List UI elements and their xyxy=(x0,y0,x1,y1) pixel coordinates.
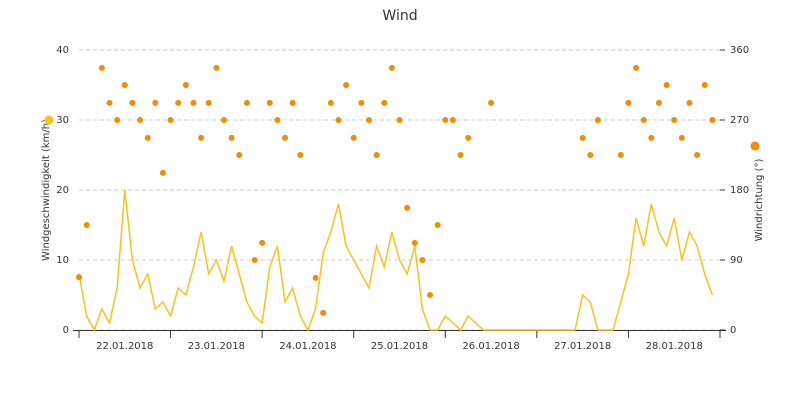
direction-point xyxy=(106,99,113,106)
direction-point xyxy=(259,239,266,246)
direction-point xyxy=(411,239,418,246)
y-tick-label: 20 xyxy=(56,185,69,196)
direction-point xyxy=(594,117,601,123)
direction-point xyxy=(129,99,136,106)
direction-point xyxy=(427,292,434,298)
y2-tick-label: 180 xyxy=(730,185,749,196)
direction-point xyxy=(579,134,586,141)
direction-point xyxy=(274,117,281,123)
x-tick-label: 28.01.2018 xyxy=(646,341,703,352)
direction-point xyxy=(205,99,212,106)
direction-point xyxy=(266,99,273,106)
y2-tick-label: 90 xyxy=(730,255,743,266)
direction-point xyxy=(251,257,258,263)
direction-point xyxy=(243,99,250,106)
direction-point xyxy=(152,99,159,106)
direction-point xyxy=(297,152,304,158)
direction-point xyxy=(289,99,296,106)
direction-point xyxy=(640,117,647,123)
x-tick-label: 25.01.2018 xyxy=(371,341,428,352)
direction-point xyxy=(419,257,426,263)
direction-point xyxy=(312,274,319,281)
direction-point xyxy=(396,117,403,123)
y2-tick-label: 0 xyxy=(730,325,736,336)
direction-point xyxy=(709,117,716,123)
chart-title: Wind xyxy=(382,8,417,24)
direction-point xyxy=(633,64,640,71)
direction-point xyxy=(220,117,227,123)
direction-point xyxy=(137,117,144,123)
direction-point xyxy=(381,99,388,106)
direction-point xyxy=(678,134,685,141)
x-tick-label: 22.01.2018 xyxy=(96,341,153,352)
direction-point xyxy=(701,82,708,88)
y-axis-label: Windgeschwindigkeit (km/h) xyxy=(41,119,52,261)
direction-point xyxy=(114,117,121,123)
legend-marker xyxy=(44,115,54,125)
y2-tick-label: 270 xyxy=(730,115,749,126)
direction-point xyxy=(671,117,678,123)
direction-point xyxy=(694,152,701,158)
direction-point xyxy=(358,99,365,106)
direction-point xyxy=(144,134,151,141)
direction-point xyxy=(655,99,662,106)
y-tick-label: 30 xyxy=(56,115,69,126)
direction-point xyxy=(98,64,105,71)
direction-point xyxy=(388,64,395,71)
y-tick-label: 10 xyxy=(56,255,69,266)
direction-point xyxy=(373,152,380,158)
direction-point xyxy=(343,82,350,88)
direction-point xyxy=(465,134,472,141)
direction-point xyxy=(236,152,243,158)
direction-point xyxy=(76,274,82,281)
direction-point xyxy=(159,169,166,176)
direction-point xyxy=(587,152,594,158)
direction-point xyxy=(625,99,632,106)
direction-point xyxy=(617,152,624,158)
direction-point xyxy=(83,222,90,228)
direction-point xyxy=(457,152,464,158)
direction-point xyxy=(167,117,174,123)
y-tick-label: 0 xyxy=(63,325,69,336)
direction-point xyxy=(686,99,693,106)
direction-point xyxy=(282,134,289,141)
direction-point xyxy=(488,99,495,106)
y-tick-label: 40 xyxy=(56,45,69,56)
direction-point xyxy=(434,222,441,228)
direction-point xyxy=(442,117,449,123)
direction-point xyxy=(404,204,411,211)
direction-point xyxy=(228,134,235,141)
direction-point xyxy=(663,82,670,88)
direction-point xyxy=(365,117,372,123)
direction-point xyxy=(327,99,334,106)
direction-point xyxy=(182,82,189,88)
direction-point xyxy=(121,82,128,88)
direction-point xyxy=(449,117,456,123)
x-tick-label: 23.01.2018 xyxy=(188,341,245,352)
direction-point xyxy=(648,134,655,141)
speed-line xyxy=(78,189,714,332)
direction-point xyxy=(198,134,205,141)
direction-point xyxy=(213,64,220,71)
x-tick-label: 24.01.2018 xyxy=(279,341,336,352)
y2-tick-label: 360 xyxy=(730,45,749,56)
direction-point xyxy=(350,134,357,141)
direction-point xyxy=(175,99,182,106)
direction-point xyxy=(320,309,327,316)
direction-point xyxy=(335,117,342,123)
x-tick-label: 27.01.2018 xyxy=(554,341,611,352)
x-tick-label: 26.01.2018 xyxy=(462,341,519,352)
direction-point xyxy=(190,99,197,106)
legend-marker xyxy=(750,141,760,151)
y2-axis-label: Windrichtung (°) xyxy=(754,159,765,242)
